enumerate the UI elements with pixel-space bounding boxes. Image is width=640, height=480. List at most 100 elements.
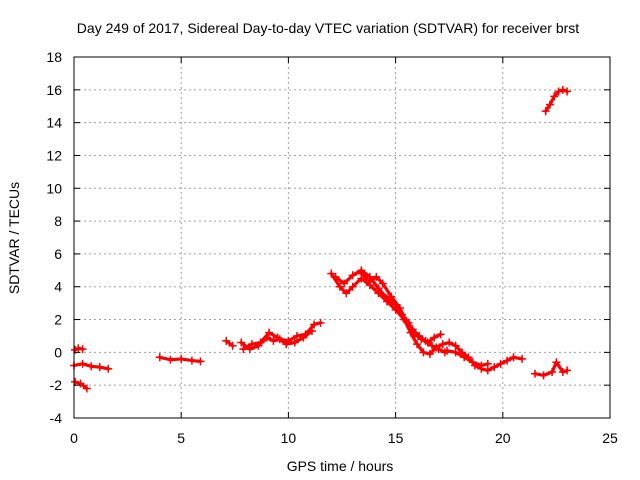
- data-point: [348, 282, 357, 291]
- data-point: [307, 327, 316, 336]
- y-tick-label: 0: [54, 344, 62, 360]
- data-point: [87, 362, 96, 371]
- y-tick-label: 8: [54, 213, 62, 229]
- y-tick-label: 14: [46, 115, 62, 131]
- data-point: [299, 333, 308, 342]
- data-point: [468, 358, 477, 367]
- series-layer: [70, 85, 572, 393]
- data-point: [187, 356, 196, 365]
- data-point: [413, 340, 422, 349]
- x-tick-label: 0: [70, 430, 78, 446]
- series-s2: [70, 359, 113, 373]
- data-point: [340, 279, 349, 288]
- data-point: [552, 358, 561, 367]
- data-point: [335, 282, 344, 291]
- data-point: [78, 345, 87, 354]
- data-point: [357, 269, 366, 278]
- data-point: [282, 340, 291, 349]
- data-point: [550, 92, 559, 101]
- data-point: [460, 353, 469, 362]
- x-axis-label: GPS time / hours: [287, 458, 394, 474]
- data-point: [292, 331, 301, 340]
- data-point: [451, 348, 460, 357]
- data-point: [395, 304, 404, 313]
- data-point: [558, 368, 567, 377]
- series-s3: [71, 377, 91, 393]
- series-s9: [331, 266, 445, 347]
- y-tick-label: 2: [54, 312, 62, 328]
- data-point: [290, 338, 299, 347]
- y-tick-label: 4: [54, 279, 62, 295]
- data-point: [265, 328, 274, 337]
- data-point: [563, 87, 572, 96]
- data-point: [222, 336, 231, 345]
- data-point: [438, 340, 447, 349]
- data-point: [402, 317, 411, 326]
- data-point: [503, 356, 512, 365]
- x-tick-label: 25: [602, 430, 618, 446]
- data-point: [95, 363, 104, 372]
- chart-title: Day 249 of 2017, Sidereal Day-to-day VTE…: [77, 20, 579, 36]
- y-tick-label: 6: [54, 246, 62, 262]
- x-tick-label: 15: [388, 430, 404, 446]
- data-point: [365, 277, 374, 286]
- data-point: [539, 371, 548, 380]
- data-point: [425, 350, 434, 359]
- y-tick-label: 16: [46, 82, 62, 98]
- data-point: [74, 344, 83, 353]
- data-point: [530, 369, 539, 378]
- data-point: [378, 279, 387, 288]
- data-point: [477, 361, 486, 370]
- data-point: [196, 357, 205, 366]
- data-point: [434, 345, 443, 354]
- data-point: [428, 341, 437, 350]
- data-point: [327, 269, 336, 278]
- data-point: [483, 359, 492, 368]
- data-point: [509, 353, 518, 362]
- data-point: [78, 359, 87, 368]
- y-tick-label: 18: [46, 49, 62, 65]
- plot-frame: [73, 56, 611, 419]
- data-point: [104, 364, 113, 373]
- data-point: [558, 85, 567, 94]
- y-tick-label: -2: [50, 377, 63, 393]
- data-point: [496, 359, 505, 368]
- x-tick-labels: 0 5 10 15 20 25: [70, 430, 618, 446]
- data-point: [408, 325, 417, 334]
- data-point: [419, 348, 428, 357]
- data-point: [228, 341, 237, 350]
- series-s13: [541, 85, 572, 116]
- series-s8: [327, 269, 527, 375]
- data-point: [273, 333, 282, 342]
- data-point: [443, 346, 452, 355]
- y-tick-label: 12: [46, 147, 62, 163]
- data-point: [436, 330, 445, 339]
- data-point: [237, 338, 246, 347]
- series-s4: [155, 353, 205, 366]
- data-point: [177, 354, 186, 363]
- series-s12: [530, 358, 572, 380]
- data-point: [383, 294, 392, 303]
- data-point: [374, 284, 383, 293]
- data-point: [430, 333, 439, 342]
- data-point: [71, 377, 80, 386]
- y-axis-label: SDTVAR / TECUs: [6, 182, 22, 294]
- data-point: [490, 363, 499, 372]
- series-s11: [443, 346, 492, 370]
- series-line: [224, 339, 235, 348]
- y-tick-label: 10: [46, 180, 62, 196]
- data-point: [348, 271, 357, 280]
- data-point: [239, 345, 248, 354]
- data-point: [548, 368, 557, 377]
- grid: [74, 57, 610, 418]
- data-point: [387, 292, 396, 301]
- data-point: [563, 366, 572, 375]
- series-s10: [357, 269, 449, 357]
- y-tick-labels: -4 -2 0 2 4 6 8 10 12 14 16 18: [46, 49, 62, 426]
- data-point: [421, 336, 430, 345]
- data-point: [310, 320, 319, 329]
- x-tick-label: 10: [281, 430, 297, 446]
- data-point: [342, 289, 351, 298]
- data-point: [316, 318, 325, 327]
